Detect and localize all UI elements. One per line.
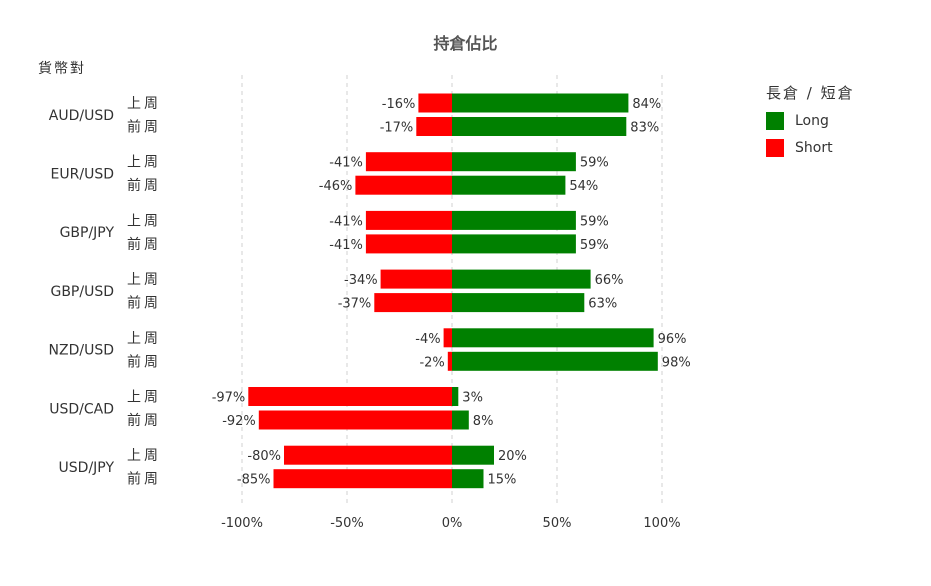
data-label-short: -34% (344, 273, 378, 288)
data-label-long: 83% (630, 121, 659, 136)
chart-title: 持倉佔比 (433, 34, 498, 53)
period-label: 上周 (127, 448, 161, 464)
bar-long (452, 328, 654, 348)
bar-long (452, 234, 576, 254)
bar-short (380, 269, 452, 289)
data-label-long: 8% (473, 414, 494, 429)
x-tick-label: -100% (221, 516, 263, 531)
period-label: 上周 (127, 96, 161, 112)
bar-short (258, 410, 452, 430)
bar-long (452, 93, 629, 113)
period-label: 前周 (127, 236, 161, 253)
period-label: 前周 (127, 177, 161, 194)
period-label: 前周 (127, 471, 161, 488)
data-label-long: 59% (580, 214, 609, 229)
bar-short (374, 293, 452, 313)
legend-item-long[interactable]: Long (766, 107, 855, 134)
bar-short (284, 445, 452, 465)
bar-long (452, 387, 459, 406)
legend-title: 長倉 / 短倉 (766, 84, 855, 102)
data-label-long: 59% (580, 156, 609, 171)
legend-label-long: Long (795, 112, 829, 129)
data-label-short: -85% (237, 473, 271, 488)
bar-short (447, 351, 452, 371)
bar-long (452, 210, 576, 230)
period-label: 上周 (127, 331, 161, 347)
legend-label-short: Short (795, 139, 833, 156)
period-label: 上周 (127, 390, 161, 406)
bar-short (355, 175, 452, 195)
data-label-long: 20% (498, 449, 527, 464)
data-label-short: -46% (319, 179, 353, 194)
data-label-short: -41% (329, 156, 363, 171)
pair-label: GBP/USD (50, 284, 114, 300)
bar-short (248, 387, 452, 406)
pair-label: USD/CAD (49, 401, 114, 417)
x-tick-label: 100% (643, 516, 680, 531)
period-label: 上周 (127, 272, 161, 288)
data-label-long: 54% (569, 179, 598, 194)
bar-short (273, 469, 452, 489)
y-axis-title: 貨幣對 (38, 61, 86, 77)
bar-long (452, 117, 627, 136)
data-label-short: -80% (247, 449, 281, 464)
period-label: 前周 (127, 119, 161, 136)
pair-label: EUR/USD (51, 166, 114, 182)
data-label-long: 63% (588, 297, 617, 312)
data-label-long: 59% (580, 238, 609, 253)
data-label-short: -37% (338, 297, 372, 312)
bar-short (418, 93, 452, 113)
data-label-long: 96% (658, 332, 687, 347)
x-tick-label: 50% (543, 516, 572, 531)
period-label: 前周 (127, 412, 161, 429)
data-label-short: -2% (419, 355, 444, 370)
pair-label: USD/JPY (59, 460, 115, 476)
data-label-short: -41% (329, 238, 363, 253)
data-label-short: -17% (380, 121, 414, 136)
legend-swatch-long (766, 111, 784, 130)
bar-long (452, 469, 484, 489)
data-label-long: 66% (595, 273, 624, 288)
data-label-short: -92% (222, 414, 256, 429)
data-label-short: -97% (212, 391, 246, 406)
x-tick-label: 0% (442, 516, 463, 531)
data-label-short: -16% (382, 97, 416, 112)
bar-short (365, 210, 452, 230)
data-label-long: 3% (462, 391, 483, 406)
bar-long (452, 152, 576, 172)
legend: 長倉 / 短倉 Long Short (766, 82, 855, 161)
pair-label: AUD/USD (49, 108, 114, 124)
data-label-long: 98% (662, 355, 691, 370)
legend-item-short[interactable]: Short (766, 134, 855, 161)
bar-short (365, 152, 452, 172)
bar-short (443, 328, 452, 348)
data-label-short: -41% (329, 214, 363, 229)
legend-swatch-short (766, 138, 784, 157)
bar-long (452, 410, 469, 430)
bar-long (452, 351, 658, 371)
pair-label: GBP/JPY (60, 225, 115, 241)
bar-short (365, 234, 452, 254)
period-label: 上周 (127, 155, 161, 171)
period-label: 上周 (127, 213, 161, 229)
data-label-short: -4% (415, 332, 440, 347)
bar-short (416, 117, 452, 136)
period-label: 前周 (127, 353, 161, 370)
pair-label: NZD/USD (49, 343, 114, 359)
period-label: 前周 (127, 295, 161, 312)
bar-long (452, 269, 591, 289)
bar-long (452, 293, 585, 313)
data-label-long: 15% (488, 473, 517, 488)
bar-long (452, 175, 566, 195)
x-tick-label: -50% (330, 516, 364, 531)
bar-long (452, 445, 494, 465)
data-label-long: 84% (632, 97, 661, 112)
